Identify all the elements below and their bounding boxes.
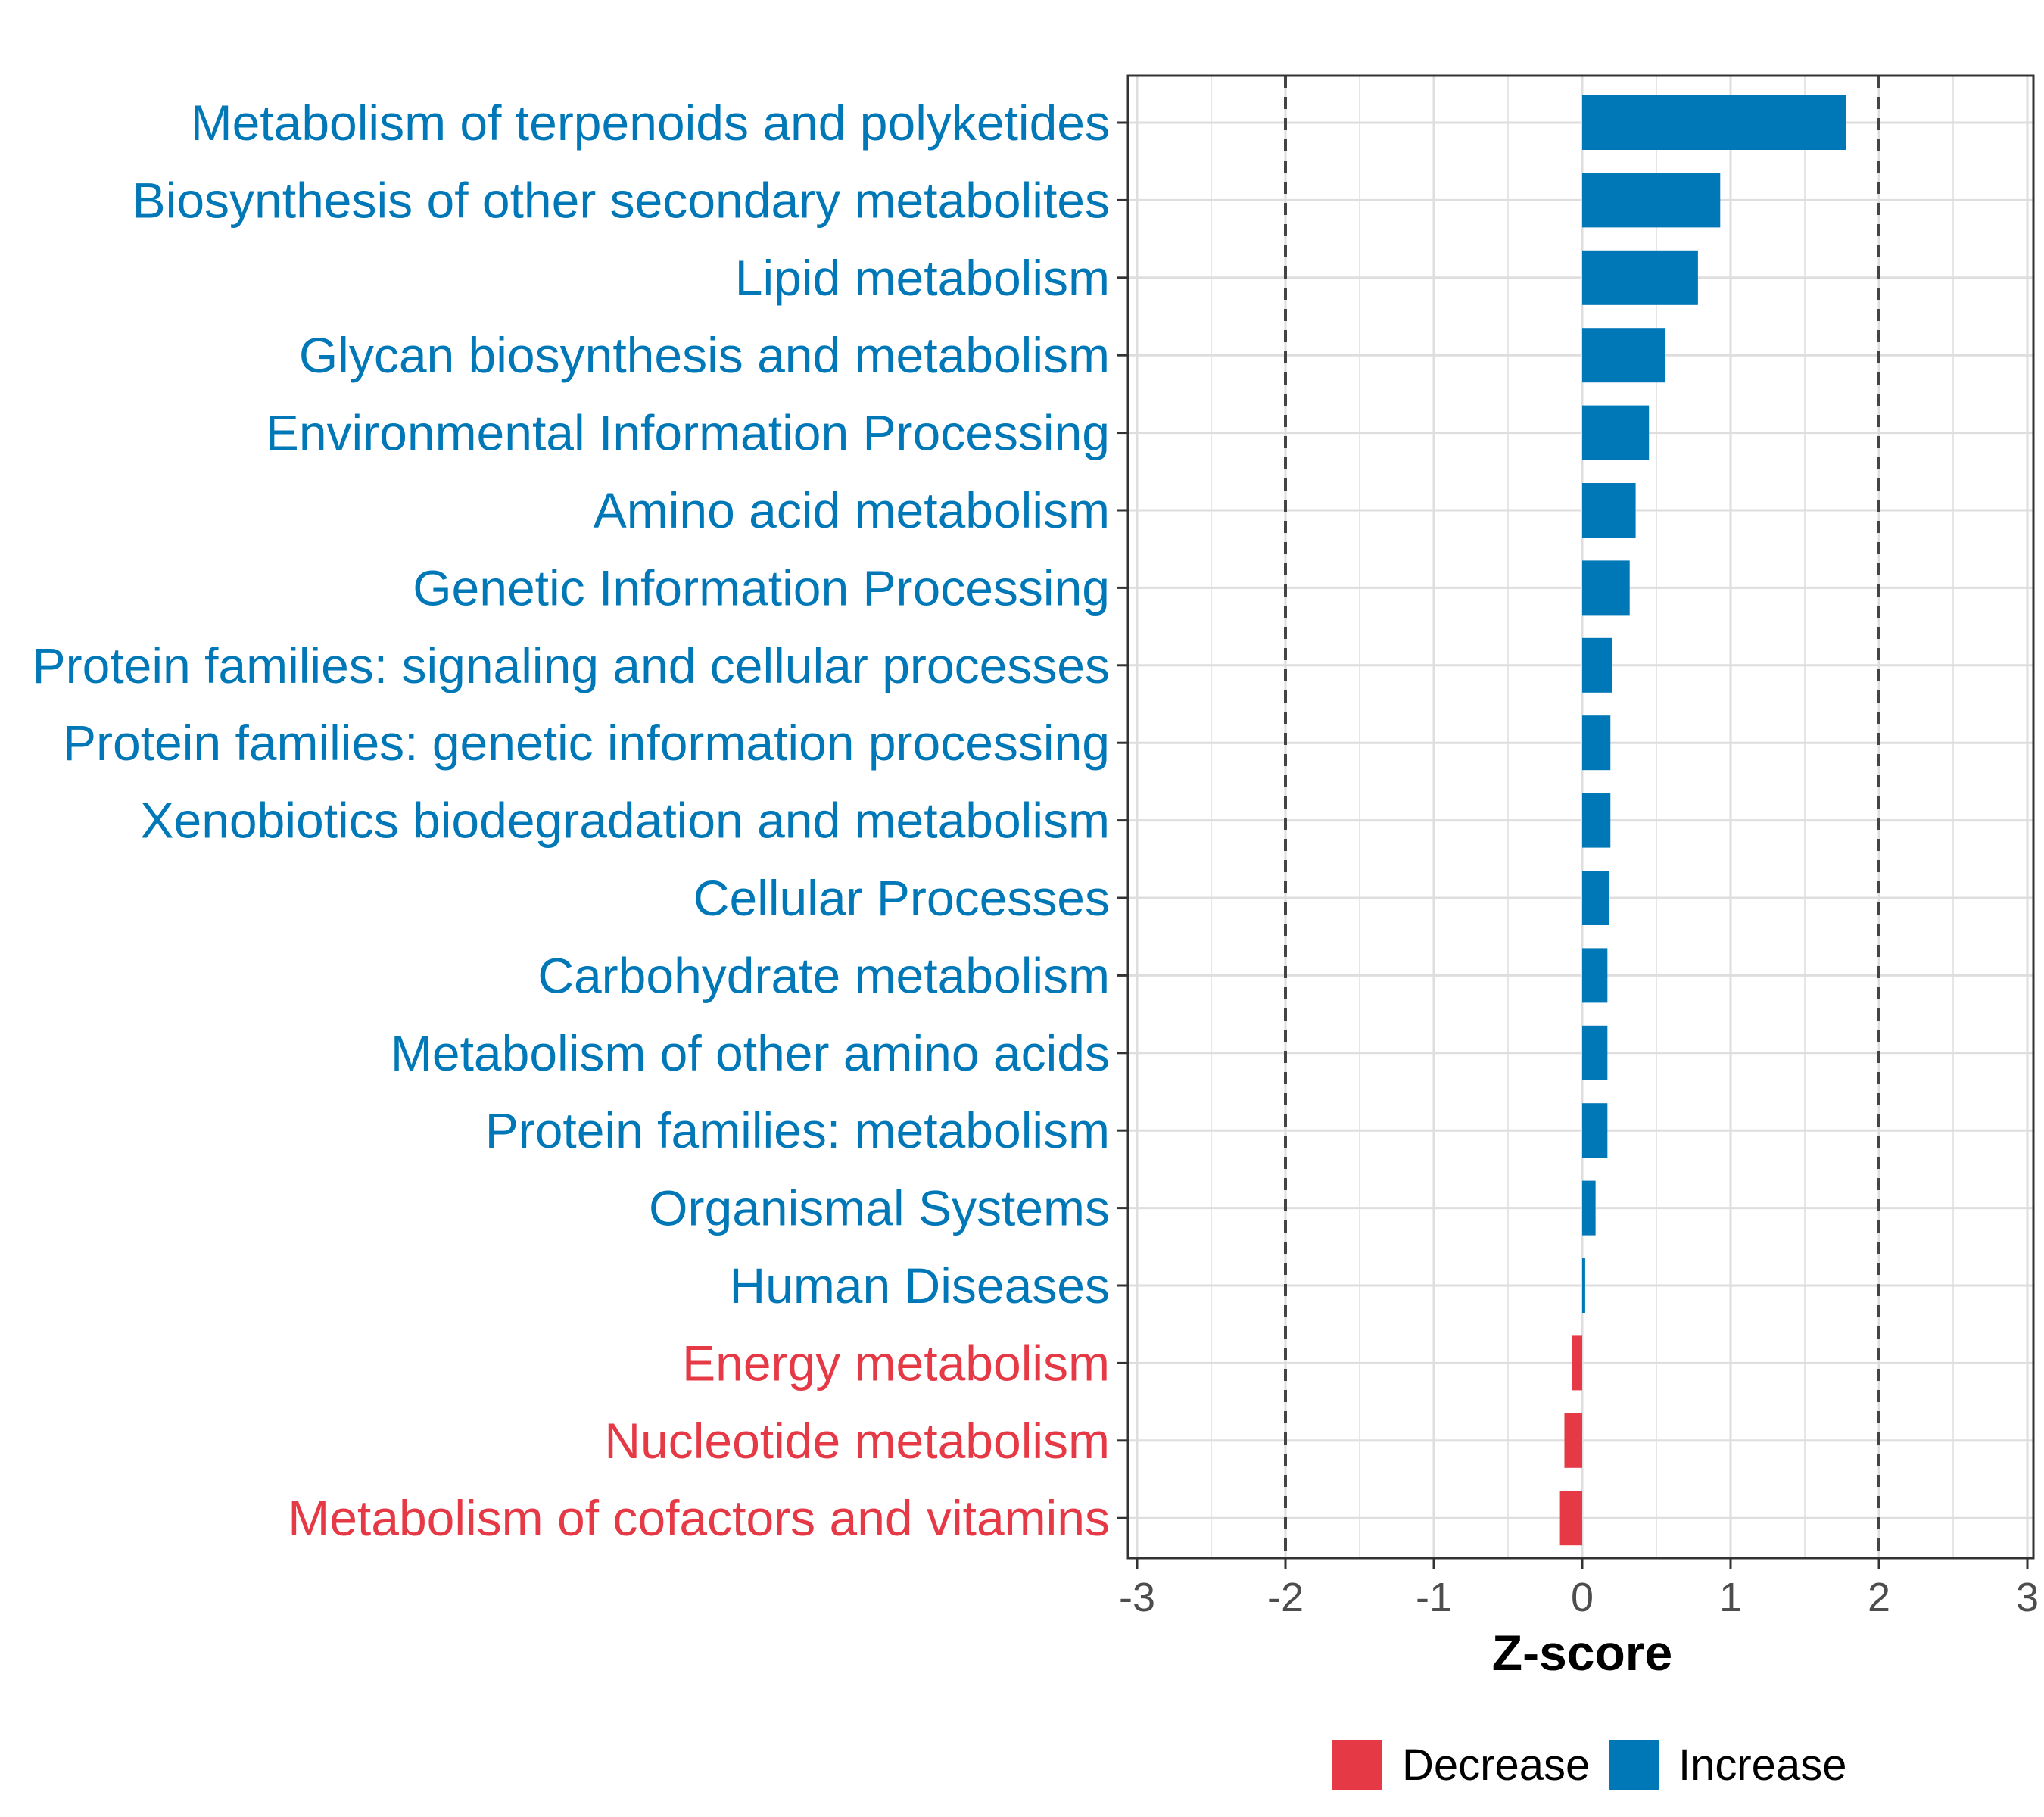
bar	[1582, 173, 1721, 228]
bar	[1582, 560, 1630, 616]
bar	[1582, 948, 1608, 1003]
bar	[1582, 1258, 1585, 1313]
legend-label-increase: Increase	[1678, 1741, 1846, 1790]
category-label: Amino acid metabolism	[594, 482, 1110, 538]
x-tick-label: -1	[1416, 1575, 1452, 1620]
category-label: Metabolism of cofactors and vitamins	[288, 1490, 1110, 1546]
bar	[1582, 637, 1612, 693]
bar	[1582, 1103, 1608, 1158]
bar	[1572, 1335, 1582, 1391]
x-tick-label: -2	[1267, 1575, 1304, 1620]
bar	[1559, 1491, 1582, 1546]
legend-label-decrease: Decrease	[1402, 1741, 1590, 1790]
legend: Decrease Increase	[1332, 1740, 1846, 1790]
bar	[1582, 328, 1665, 383]
category-label: Environmental Information Processing	[266, 405, 1110, 461]
bar	[1582, 95, 1846, 150]
x-axis-title: Z-score	[1492, 1625, 1672, 1681]
bar	[1582, 793, 1611, 848]
category-label: Energy metabolism	[682, 1335, 1110, 1391]
category-label: Protein families: genetic information pr…	[63, 715, 1110, 771]
bar	[1582, 405, 1650, 460]
plot-panel-border	[1126, 74, 2035, 1560]
x-tick-label: 2	[1868, 1575, 1890, 1620]
grid-lines	[1128, 76, 2033, 1558]
category-label: Protein families: metabolism	[485, 1102, 1110, 1158]
category-label: Cellular Processes	[693, 870, 1110, 926]
x-tick-label: -3	[1119, 1575, 1155, 1620]
category-label: Human Diseases	[729, 1258, 1110, 1314]
bar	[1582, 715, 1611, 771]
x-tick-label: 3	[2016, 1575, 2039, 1620]
category-label: Xenobiotics biodegradation and metabolis…	[141, 793, 1111, 849]
bar	[1582, 1025, 1608, 1080]
legend-swatch-decrease	[1332, 1740, 1382, 1790]
category-label: Glycan biosynthesis and metabolism	[299, 327, 1110, 383]
category-label: Lipid metabolism	[735, 250, 1110, 306]
y-axis-ticks: Metabolism of terpenoids and polyketides…	[33, 95, 1128, 1546]
bar	[1582, 250, 1698, 305]
bars	[1559, 95, 1846, 1546]
bar	[1582, 871, 1609, 925]
legend-swatch-increase	[1609, 1740, 1659, 1790]
category-label: Metabolism of other amino acids	[391, 1025, 1110, 1081]
x-tick-label: 1	[1719, 1575, 1742, 1620]
category-label: Protein families: signaling and cellular…	[33, 637, 1110, 693]
category-label: Carbohydrate metabolism	[537, 947, 1110, 1003]
x-tick-label: 0	[1571, 1575, 1594, 1620]
bar	[1582, 1180, 1596, 1236]
category-label: Genetic Information Processing	[413, 559, 1110, 616]
reference-lines	[1284, 76, 1880, 1558]
x-axis-ticks: -3 -2 -1 0 1 2 3	[1119, 1558, 2039, 1620]
category-label: Nucleotide metabolism	[604, 1413, 1110, 1469]
bar	[1582, 483, 1636, 538]
category-label: Metabolism of terpenoids and polyketides	[191, 95, 1110, 151]
bar	[1564, 1413, 1582, 1468]
category-label: Organismal Systems	[649, 1180, 1110, 1236]
category-label: Biosynthesis of other secondary metaboli…	[132, 172, 1110, 228]
